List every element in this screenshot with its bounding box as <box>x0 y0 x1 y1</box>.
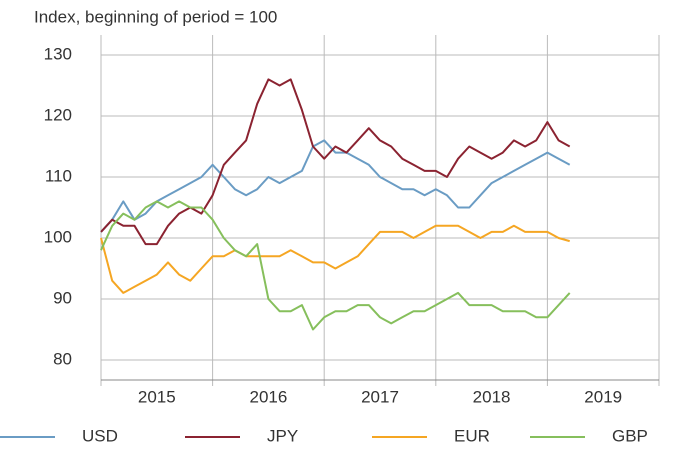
x-tick-label: 2017 <box>361 387 399 406</box>
series-line <box>100 139 571 233</box>
y-tick-label: 110 <box>45 166 72 185</box>
legend-label: GBP <box>612 426 648 445</box>
y-tick-label: 120 <box>44 105 72 124</box>
x-tick-label: 2019 <box>584 387 622 406</box>
series-line <box>100 224 570 294</box>
legend-label: JPY <box>267 426 298 445</box>
x-tick-label: 2018 <box>473 387 511 406</box>
y-tick-label: 100 <box>44 227 72 246</box>
x-tick-label: 2015 <box>138 387 176 406</box>
y-axis-label: Index, beginning of period = 100 <box>34 7 277 26</box>
y-tick-label: 90 <box>53 288 72 307</box>
legend-label: USD <box>82 426 118 445</box>
series-line <box>100 78 571 246</box>
y-tick-label: 80 <box>53 349 72 368</box>
legend-label: EUR <box>454 426 490 445</box>
series-line <box>100 200 571 331</box>
y-tick-label: 130 <box>44 44 72 63</box>
x-tick-label: 2016 <box>249 387 287 406</box>
